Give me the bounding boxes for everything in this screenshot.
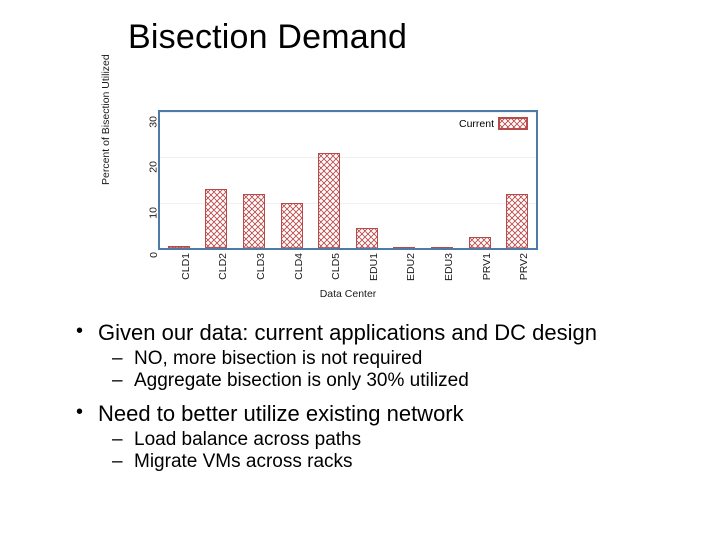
bar bbox=[318, 153, 340, 248]
x-tick-label: CLD2 bbox=[217, 253, 229, 280]
y-axis-ticks: 0102030 bbox=[136, 110, 154, 250]
x-tick-label: CLD3 bbox=[255, 253, 267, 280]
bar bbox=[281, 203, 303, 248]
x-tick-label: EDU1 bbox=[368, 253, 380, 281]
bullet-text: Given our data: current applications and… bbox=[98, 320, 597, 345]
x-tick-label: PRV1 bbox=[481, 253, 493, 280]
bar bbox=[243, 194, 265, 248]
bullet-level2: Aggregate bisection is only 30% utilized bbox=[72, 370, 672, 392]
legend-swatch bbox=[498, 117, 528, 130]
chart-legend: Current bbox=[457, 116, 530, 131]
bullet-level2: NO, more bisection is not required bbox=[72, 348, 672, 370]
chart-plot-area: Current bbox=[158, 110, 538, 250]
bar bbox=[469, 237, 491, 248]
bullet-level2: Load balance across paths bbox=[72, 429, 672, 451]
x-tick-label: EDU3 bbox=[443, 253, 455, 281]
y-axis-label: Percent of Bisection Utilized bbox=[100, 54, 112, 185]
bullet-list: Given our data: current applications and… bbox=[72, 320, 672, 482]
slide-title: Bisection Demand bbox=[128, 18, 407, 57]
bar bbox=[431, 247, 453, 248]
x-axis-ticks: CLD1 CLD2 CLD3 CLD4 CLD5 EDU1 EDU2 EDU3 PRV1 PRV2 bbox=[158, 253, 538, 289]
bullet-text: Need to better utilize existing network bbox=[98, 401, 464, 426]
bullet-level1: Need to better utilize existing network bbox=[72, 401, 672, 427]
bar bbox=[393, 247, 415, 248]
x-tick-label: CLD4 bbox=[293, 253, 305, 280]
bullet-level2: Migrate VMs across racks bbox=[72, 451, 672, 473]
bar bbox=[356, 228, 378, 248]
x-tick-label: CLD1 bbox=[180, 253, 192, 280]
bar bbox=[168, 246, 190, 248]
x-axis-label: Data Center bbox=[158, 288, 538, 300]
bar bbox=[205, 189, 227, 248]
x-tick-label: EDU2 bbox=[405, 253, 417, 281]
bisection-chart: Percent of Bisection Utilized 0102030 Cu… bbox=[130, 110, 550, 290]
legend-label: Current bbox=[459, 118, 494, 130]
x-tick-label: CLD5 bbox=[330, 253, 342, 280]
bar bbox=[506, 194, 528, 248]
slide: Bisection Demand Percent of Bisection Ut… bbox=[0, 0, 720, 540]
bullet-level1: Given our data: current applications and… bbox=[72, 320, 672, 346]
x-tick-label: PRV2 bbox=[518, 253, 530, 280]
